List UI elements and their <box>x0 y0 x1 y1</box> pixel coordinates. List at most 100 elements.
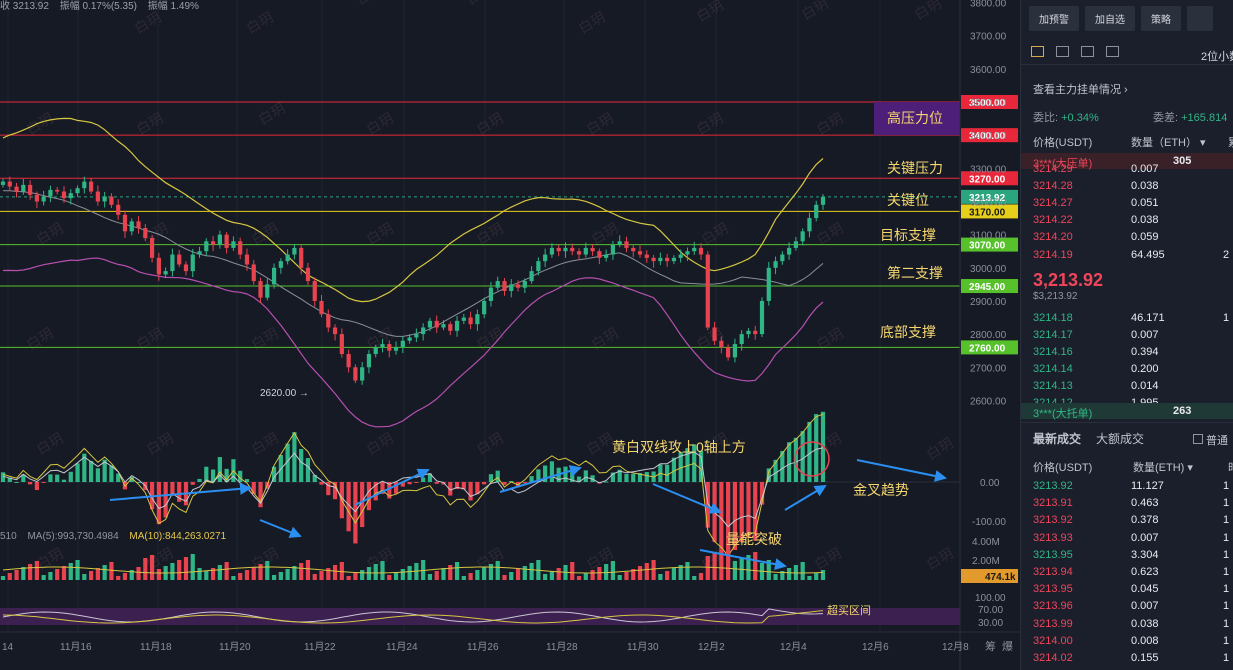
add-favorite-button[interactable]: 加自选 <box>1085 6 1135 31</box>
macd-histogram-bar <box>68 471 73 482</box>
main-orders-link[interactable]: 查看主力挂单情况 › <box>1033 84 1128 96</box>
bid-row[interactable]: 3214.18 46.171 1 <box>1033 312 1233 326</box>
trade-row[interactable]: 3213.91 0.463 1 <box>1033 497 1233 511</box>
candle-body <box>177 254 182 265</box>
macd-histogram-bar <box>685 448 690 482</box>
candle-body <box>576 251 582 255</box>
bid-row[interactable]: 3214.14 0.200 <box>1033 363 1233 377</box>
macd-histogram-bar <box>766 468 771 482</box>
trade-row[interactable]: 3213.95 0.045 1 <box>1033 583 1233 597</box>
asks-view-icon[interactable] <box>1081 46 1094 57</box>
ask-row[interactable]: 3214.29 0.007 <box>1033 163 1233 177</box>
checkbox-icon <box>1193 434 1203 444</box>
ask-row[interactable]: 3214.27 0.051 <box>1033 197 1233 211</box>
decimals-select[interactable]: 2位小数 <box>1201 51 1233 63</box>
macd-histogram-bar <box>55 474 60 482</box>
bids-view-icon[interactable] <box>1056 46 1069 57</box>
candle-body <box>780 254 785 262</box>
both-sides-view-icon[interactable] <box>1031 46 1044 57</box>
add-alert-button[interactable]: 加预警 <box>1029 6 1079 31</box>
macd-histogram-bar <box>434 482 439 484</box>
watermark-text: 白玥 <box>256 100 288 128</box>
macd-histogram-bar <box>746 482 751 538</box>
candle-body <box>427 320 433 328</box>
ask-row[interactable]: 3214.19 64.495 2 <box>1033 249 1233 263</box>
ask-row[interactable]: 3214.22 0.038 <box>1033 214 1233 228</box>
big-ask-row[interactable]: 3***(大压单) 305 <box>1021 153 1233 170</box>
volume-bar <box>0 576 6 580</box>
candle-body <box>319 300 324 315</box>
annotation-arrow <box>784 484 827 511</box>
ask-row[interactable]: 3214.28 0.038 <box>1033 180 1233 194</box>
level-tag <box>961 237 1018 252</box>
annotation-arrow <box>109 482 252 501</box>
candle-body <box>407 337 412 341</box>
volume-bar <box>637 566 643 580</box>
row-qty: 0.394 <box>1131 346 1159 358</box>
candle-body <box>28 184 33 195</box>
watermark-text: 白玥 <box>699 220 731 248</box>
candle-body <box>773 261 778 268</box>
watermark-text: 白玥 <box>34 220 66 248</box>
expand-view-icon[interactable] <box>1106 46 1119 57</box>
row-price: 3213.94 <box>1033 566 1073 578</box>
trade-row[interactable]: 3213.96 0.007 1 <box>1033 600 1233 614</box>
trade-row[interactable]: 3213.95 3.304 1 <box>1033 549 1233 563</box>
row-extra: 1 <box>1223 600 1230 613</box>
trade-col-qty[interactable]: 数量(ETH) ▾ <box>1133 462 1193 474</box>
candle-body <box>278 261 283 268</box>
volume-bar <box>305 560 311 580</box>
annotation-arrow <box>856 459 947 482</box>
volume-bar <box>441 568 446 580</box>
trade-row[interactable]: 3213.99 0.038 1 <box>1033 618 1233 632</box>
bid-row[interactable]: 3214.16 0.394 <box>1033 346 1233 360</box>
volume-bar <box>421 560 426 580</box>
macd-histogram-bar <box>28 482 33 485</box>
bid-row[interactable]: 3214.13 0.014 <box>1033 380 1233 394</box>
watermark-text: 白玥 <box>814 220 846 248</box>
trade-row[interactable]: 3214.02 0.155 1 <box>1033 652 1233 666</box>
volume-bar <box>509 572 514 580</box>
row-qty: 0.045 <box>1131 583 1159 596</box>
trade-row[interactable]: 3214.00 0.008 1 <box>1033 635 1233 649</box>
strategy-button[interactable]: 策略 <box>1141 6 1181 31</box>
candle-body <box>671 257 677 262</box>
trade-row[interactable]: 3213.94 0.623 1 <box>1033 566 1233 580</box>
macd-histogram-bar <box>387 482 392 499</box>
row-extra: 1 <box>1223 634 1230 647</box>
ask-row[interactable]: 3214.20 0.059 <box>1033 231 1233 245</box>
tab-big-trades[interactable]: 大额成交 <box>1096 432 1145 446</box>
row-price: 3214.00 <box>1033 634 1073 647</box>
row-price: 3214.17 <box>1033 329 1073 341</box>
macd-histogram-bar <box>224 468 229 482</box>
kline-chart-area[interactable]: 白玥 白玥 白玥 白玥 白玥 白玥 白玥 白玥 白玥 白玥 白玥 白玥 白玥 白玥 白玥 白玥 白玥 白玥 白玥 白玥… <box>0 0 1020 670</box>
bid-row[interactable]: 3214.17 0.007 <box>1033 329 1233 343</box>
candle-body <box>807 218 812 232</box>
macd-histogram-bar <box>698 450 704 482</box>
candle-body <box>556 247 561 252</box>
more-button[interactable] <box>1187 6 1213 31</box>
trade-row[interactable]: 3213.92 11.127 1 <box>1033 480 1233 494</box>
macd-histogram-bar <box>393 482 399 494</box>
big-bid-row[interactable]: 3***(大托单) 263 <box>1021 403 1233 420</box>
watermark-text: 白玥 <box>364 220 396 248</box>
col-qty[interactable]: 数量（ETH） ▾ <box>1131 137 1206 149</box>
level-tag-label: 3500.00 <box>969 98 1006 109</box>
volume-bar <box>780 571 785 580</box>
macd-histogram-bar <box>570 471 575 482</box>
volume-bar <box>271 575 277 580</box>
col-cumulative: 累 <box>1228 134 1233 150</box>
normal-toggle[interactable]: 普通 <box>1193 432 1228 448</box>
row-qty: 11.127 <box>1131 480 1164 492</box>
volume-bar <box>753 552 758 580</box>
volume-bar <box>326 568 331 580</box>
trade-row[interactable]: 3213.92 0.378 1 <box>1033 514 1233 528</box>
macd-histogram-bar <box>204 466 209 482</box>
candle-body <box>549 247 555 255</box>
volume-bar <box>278 572 283 580</box>
tab-latest-trades[interactable]: 最新成交 <box>1033 432 1082 446</box>
trade-row[interactable]: 3213.93 0.007 1 <box>1033 532 1233 546</box>
macd-histogram-bar <box>163 482 168 518</box>
row-price: 3214.13 <box>1033 380 1073 392</box>
